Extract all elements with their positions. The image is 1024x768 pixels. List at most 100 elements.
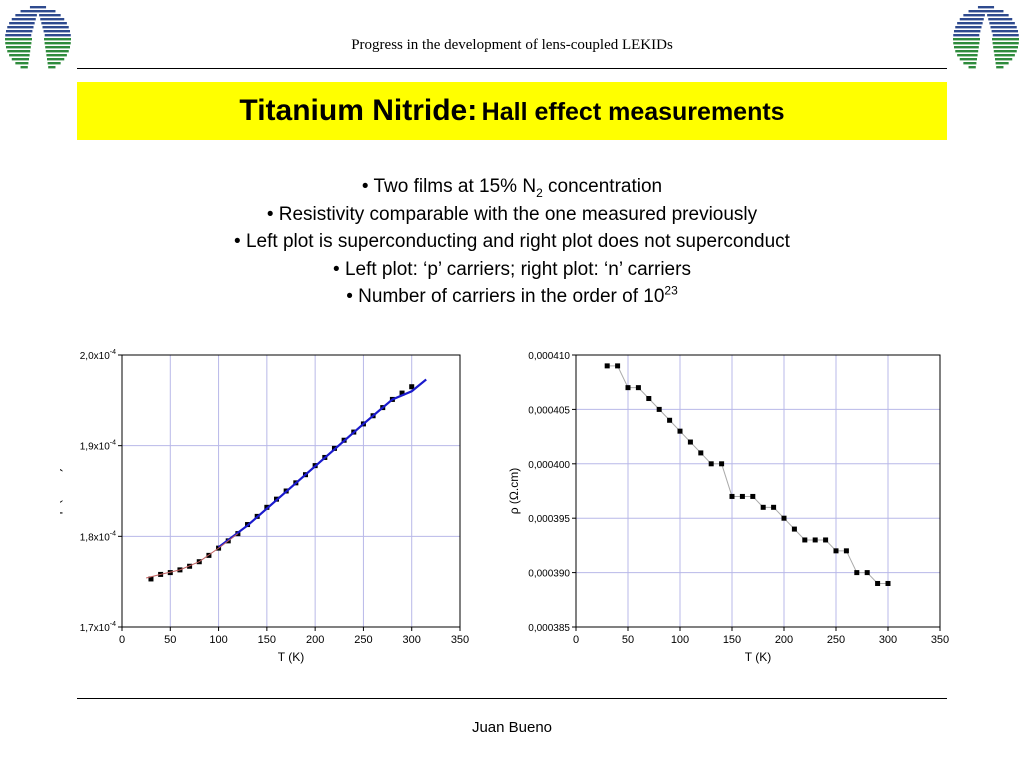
logo-stripe	[993, 46, 1019, 49]
data-point	[781, 515, 787, 521]
logo-stripe	[40, 18, 65, 21]
data-point	[719, 461, 725, 467]
logo-stripe	[7, 50, 31, 53]
slide-title-box: Titanium Nitride: Hall effect measuremen…	[77, 82, 947, 140]
logo-stripe	[11, 18, 36, 21]
logo-stripe	[992, 38, 1019, 41]
y-tick-label: 0,000395	[528, 514, 570, 525]
logo-stripe	[20, 66, 28, 69]
fit-line	[217, 378, 427, 549]
logo-stripe	[11, 58, 29, 61]
logo-stripe	[15, 14, 37, 17]
x-tick-label: 250	[827, 634, 845, 646]
bullet-item: • Number of carriers in the order of 102…	[346, 283, 678, 307]
data-point	[625, 385, 631, 391]
data-point	[708, 461, 714, 467]
y-axis-label: ρ (Ω.cm)	[507, 468, 521, 514]
data-point	[687, 439, 693, 445]
x-tick-label: 250	[354, 634, 372, 646]
logo-stripe	[995, 62, 1009, 65]
logo-stripe	[994, 54, 1015, 57]
x-tick-label: 100	[671, 634, 689, 646]
logo-stripe	[20, 10, 38, 13]
fit-line	[146, 533, 239, 579]
x-tick-label: 150	[723, 634, 741, 646]
data-point	[823, 537, 829, 543]
left-resistivity-chart: 0 50 100 150 200 250 300 350 1,7x10-4 1,8x10-4 1,9…	[60, 349, 469, 664]
bullet-item: • Left plot is superconducting and right…	[234, 231, 790, 252]
logo-stripe	[41, 22, 67, 25]
logo-stripe	[986, 10, 1004, 13]
logo-stripe	[44, 42, 71, 45]
x-tick-label: 300	[879, 634, 897, 646]
x-tick-label: 50	[164, 634, 176, 646]
logo-stripe	[5, 34, 32, 37]
data-point	[677, 428, 683, 434]
data-point	[771, 504, 777, 510]
bullet-item: • Resistivity comparable with the one me…	[266, 203, 758, 225]
x-axis-label: T (K)	[278, 650, 304, 664]
logo-stripe	[38, 6, 47, 9]
slide-title-main: Titanium Nitride:	[239, 94, 478, 127]
x-axis-label: T (K)	[745, 650, 771, 664]
x-tick-label: 350	[931, 634, 949, 646]
footer-author: Juan Bueno	[471, 719, 553, 736]
logo-stripe	[986, 6, 995, 9]
x-tick-label: 100	[209, 634, 227, 646]
x-tick-label: 150	[258, 634, 276, 646]
logo-stripe	[953, 46, 979, 49]
logo-stripe	[995, 58, 1013, 61]
logo-stripe	[959, 18, 984, 21]
data-point	[875, 580, 881, 586]
x-tick-label: 0	[119, 634, 125, 646]
logo-stripe	[5, 42, 32, 45]
logo-stripe	[991, 30, 1019, 33]
x-tick-label: 0	[573, 634, 579, 646]
data-point	[750, 493, 756, 499]
data-point	[409, 384, 415, 390]
y-tick-label: 0,000410	[528, 351, 570, 362]
logo-stripe	[968, 10, 986, 13]
header-divider	[77, 68, 947, 69]
y-tick-label: 1,8x10-4	[80, 530, 116, 543]
logo-stripe	[43, 30, 71, 33]
plot-frame	[121, 354, 461, 628]
data-point	[698, 450, 704, 456]
data-point	[812, 537, 818, 543]
bullet-list: • Two films at 15% N2 concentration • Re…	[77, 173, 947, 311]
logo-stripe	[29, 6, 38, 9]
logo-stripe	[955, 26, 982, 29]
data-point	[833, 548, 839, 554]
footer-divider	[77, 698, 947, 699]
logo-stripe	[47, 62, 61, 65]
logo-stripe	[953, 38, 980, 41]
logo-stripe	[45, 50, 69, 53]
y-tick-label: 0,000400	[528, 460, 570, 471]
data-point	[729, 493, 735, 499]
data-point	[399, 390, 405, 396]
logo-stripe	[953, 34, 980, 37]
logo-stripe	[48, 66, 56, 69]
logo-stripe	[47, 58, 65, 61]
logo-stripe	[993, 50, 1017, 53]
data-point	[646, 396, 652, 402]
logo-stripe	[988, 18, 1013, 21]
y-tick-label: 1,7x10-4	[80, 621, 116, 634]
logo-stripe	[15, 62, 29, 65]
x-tick-label: 200	[306, 634, 324, 646]
bullet-item: • Left plot: ‘p’ carriers; right plot: ‘…	[333, 258, 691, 280]
logo-stripe	[987, 14, 1009, 17]
logo-stripe	[39, 14, 61, 17]
logo-stripe	[977, 6, 986, 9]
data-point	[791, 526, 797, 532]
data-point	[615, 363, 621, 369]
logo-stripe	[992, 34, 1019, 37]
logo-stripe	[996, 66, 1004, 69]
data-point	[885, 580, 891, 586]
logo-stripe	[953, 30, 981, 33]
data-point	[864, 570, 870, 576]
logo-stripe	[5, 46, 31, 49]
logo-stripe	[46, 54, 67, 57]
logo-stripe	[963, 62, 977, 65]
right-resistivity-chart: 0 50 100 150 200 250 300 350 0,000385 0,000390 0,0…	[507, 351, 949, 664]
